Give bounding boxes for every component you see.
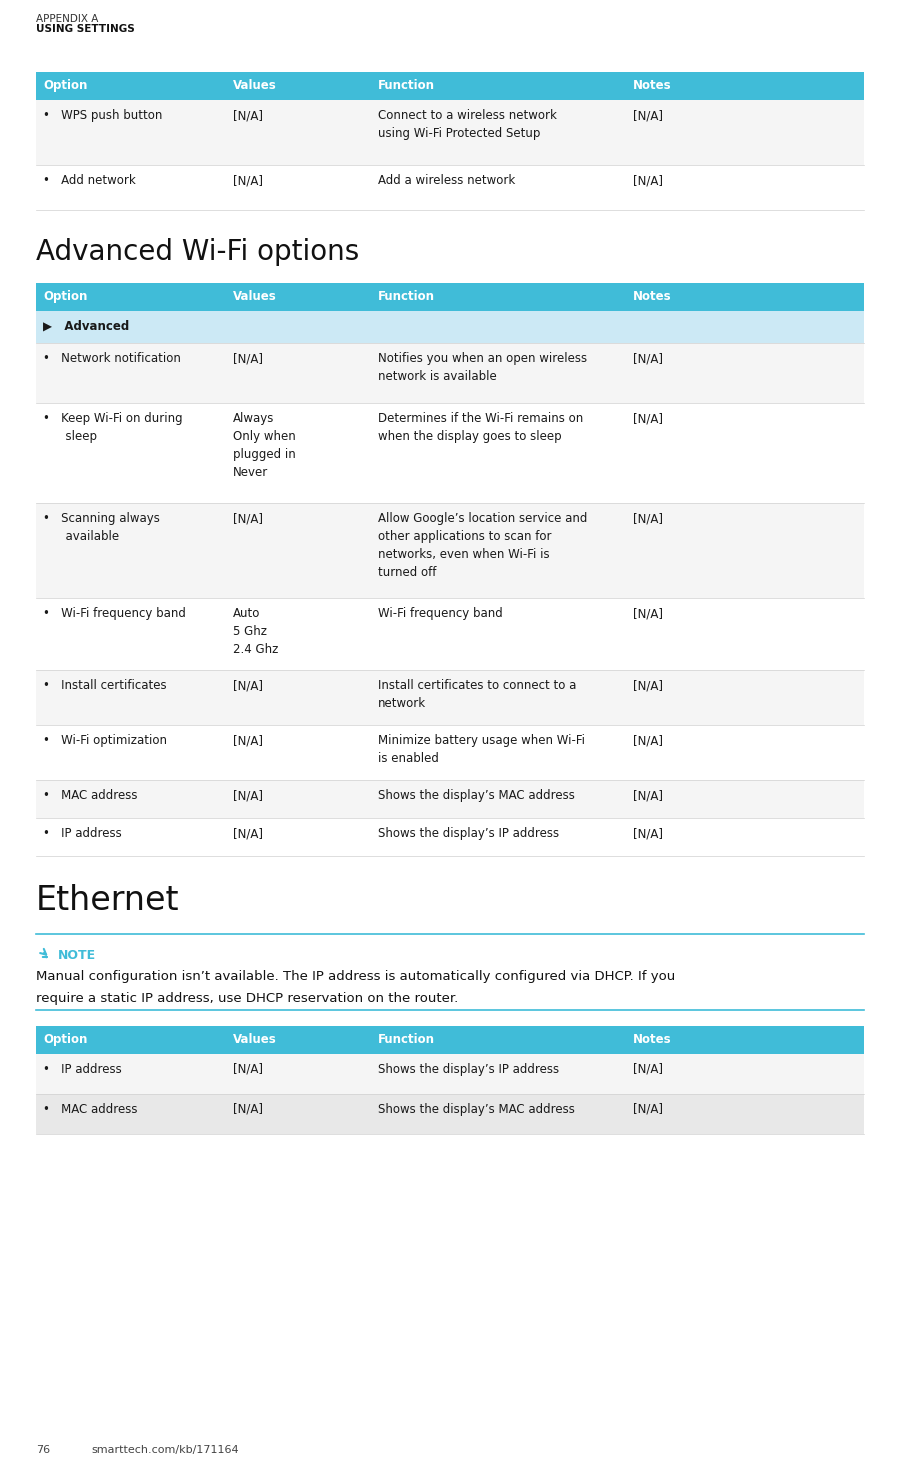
Text: [N/A]: [N/A] <box>633 411 663 425</box>
Text: Notes: Notes <box>633 79 671 93</box>
Text: Connect to a wireless network
using Wi-Fi Protected Setup: Connect to a wireless network using Wi-F… <box>378 109 557 140</box>
Text: APPENDIX A: APPENDIX A <box>36 15 98 24</box>
Text: •   MAC address: • MAC address <box>43 1103 138 1116</box>
Bar <box>36 311 864 342</box>
Text: Shows the display’s IP address: Shows the display’s IP address <box>378 1064 559 1075</box>
Text: [N/A]: [N/A] <box>633 827 663 840</box>
Text: Install certificates to connect to a
network: Install certificates to connect to a net… <box>378 679 576 710</box>
Text: •   MAC address: • MAC address <box>43 789 138 802</box>
Text: [N/A]: [N/A] <box>633 607 663 620</box>
Text: [N/A]: [N/A] <box>633 353 663 364</box>
Bar <box>36 1053 864 1094</box>
Text: [N/A]: [N/A] <box>633 679 663 692</box>
Bar <box>36 726 864 780</box>
Text: Ethernet: Ethernet <box>36 884 179 917</box>
Text: •   IP address: • IP address <box>43 827 122 840</box>
Bar <box>36 403 864 502</box>
Text: [N/A]: [N/A] <box>233 827 263 840</box>
Text: Values: Values <box>233 79 277 93</box>
Text: Option: Option <box>43 1033 87 1046</box>
Text: •   Wi-Fi optimization: • Wi-Fi optimization <box>43 734 167 748</box>
Text: Determines if the Wi-Fi remains on
when the display goes to sleep: Determines if the Wi-Fi remains on when … <box>378 411 583 444</box>
Text: Allow Google’s location service and
other applications to scan for
networks, eve: Allow Google’s location service and othe… <box>378 513 588 579</box>
Text: [N/A]: [N/A] <box>233 789 263 802</box>
Text: USING SETTINGS: USING SETTINGS <box>36 24 135 34</box>
Text: Manual configuration isn’t available. The IP address is automatically configured: Manual configuration isn’t available. Th… <box>36 970 675 983</box>
Bar <box>36 165 864 210</box>
Bar <box>36 100 864 165</box>
Text: Option: Option <box>43 79 87 93</box>
Bar <box>36 598 864 670</box>
Text: Notes: Notes <box>633 1033 671 1046</box>
Text: [N/A]: [N/A] <box>233 513 263 524</box>
Text: [N/A]: [N/A] <box>633 1064 663 1075</box>
Text: [N/A]: [N/A] <box>233 679 263 692</box>
Text: Notes: Notes <box>633 289 671 303</box>
Text: Advanced Wi-Fi options: Advanced Wi-Fi options <box>36 238 359 266</box>
Text: [N/A]: [N/A] <box>233 1064 263 1075</box>
Bar <box>36 818 864 856</box>
Bar <box>36 342 864 403</box>
Text: [N/A]: [N/A] <box>633 513 663 524</box>
Bar <box>36 780 864 818</box>
Text: [N/A]: [N/A] <box>233 173 263 187</box>
Text: Function: Function <box>378 79 435 93</box>
Text: Notifies you when an open wireless
network is available: Notifies you when an open wireless netwo… <box>378 353 587 383</box>
Bar <box>36 1025 864 1053</box>
Text: Shows the display’s MAC address: Shows the display’s MAC address <box>378 1103 575 1116</box>
Text: [N/A]: [N/A] <box>633 173 663 187</box>
Text: Auto
5 Ghz
2.4 Ghz: Auto 5 Ghz 2.4 Ghz <box>233 607 278 657</box>
Text: Add a wireless network: Add a wireless network <box>378 173 515 187</box>
Text: •   Wi-Fi frequency band: • Wi-Fi frequency band <box>43 607 186 620</box>
Bar <box>36 284 864 311</box>
Text: Values: Values <box>233 289 277 303</box>
Bar <box>36 502 864 598</box>
Text: Minimize battery usage when Wi-Fi
is enabled: Minimize battery usage when Wi-Fi is ena… <box>378 734 585 765</box>
Text: [N/A]: [N/A] <box>633 1103 663 1116</box>
Text: •   Scanning always
      available: • Scanning always available <box>43 513 160 544</box>
Text: [N/A]: [N/A] <box>233 1103 263 1116</box>
Text: Always
Only when
plugged in
Never: Always Only when plugged in Never <box>233 411 296 479</box>
Text: [N/A]: [N/A] <box>633 734 663 748</box>
Text: •   IP address: • IP address <box>43 1064 122 1075</box>
Text: Function: Function <box>378 289 435 303</box>
Text: Shows the display’s MAC address: Shows the display’s MAC address <box>378 789 575 802</box>
Text: •   Install certificates: • Install certificates <box>43 679 166 692</box>
Text: NOTE: NOTE <box>58 949 96 962</box>
Text: [N/A]: [N/A] <box>633 109 663 122</box>
Text: [N/A]: [N/A] <box>233 109 263 122</box>
Text: require a static IP address, use DHCP reservation on the router.: require a static IP address, use DHCP re… <box>36 992 458 1005</box>
Text: [N/A]: [N/A] <box>233 353 263 364</box>
Bar <box>36 1094 864 1134</box>
Text: smarttech.com/kb/171164: smarttech.com/kb/171164 <box>91 1445 238 1454</box>
Text: •   Network notification: • Network notification <box>43 353 181 364</box>
Bar <box>36 670 864 726</box>
Text: 76: 76 <box>36 1445 50 1454</box>
Text: Values: Values <box>233 1033 277 1046</box>
Text: •   WPS push button: • WPS push button <box>43 109 162 122</box>
Text: Shows the display’s IP address: Shows the display’s IP address <box>378 827 559 840</box>
Text: •   Add network: • Add network <box>43 173 136 187</box>
Bar <box>36 72 864 100</box>
Text: Wi-Fi frequency band: Wi-Fi frequency band <box>378 607 503 620</box>
Text: ▶   Advanced: ▶ Advanced <box>43 320 130 333</box>
Text: •   Keep Wi-Fi on during
      sleep: • Keep Wi-Fi on during sleep <box>43 411 183 444</box>
Text: Option: Option <box>43 289 87 303</box>
Text: [N/A]: [N/A] <box>233 734 263 748</box>
Text: [N/A]: [N/A] <box>633 789 663 802</box>
Text: Function: Function <box>378 1033 435 1046</box>
